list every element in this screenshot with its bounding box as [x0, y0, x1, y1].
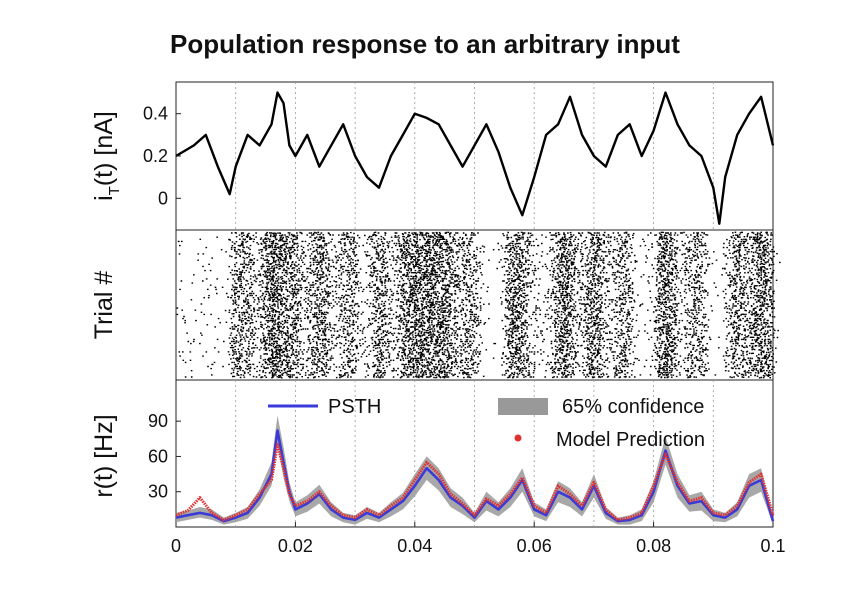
rate-xtick-label: 0.08: [636, 536, 671, 556]
figure-title: Population response to an arbitrary inpu…: [170, 29, 680, 59]
legend-model-swatch: [514, 434, 522, 442]
legend-psth-label: PSTH: [328, 396, 381, 418]
input-ytick-label: 0: [158, 188, 168, 208]
rate-xtick-label: 0.02: [278, 536, 313, 556]
input-current-panel: 0 0.2 0.4 iT(t) [nA]: [90, 81, 775, 231]
rate-ytick-label: 30: [148, 482, 168, 502]
rate-xtick-label: 0.06: [517, 536, 552, 556]
input-current-yticks: 0 0.2 0.4: [143, 104, 181, 208]
input-current-ylabel-rest: (t) [nA]: [90, 111, 118, 186]
rate-ytick-label: 60: [148, 446, 168, 466]
input-current-line: [175, 91, 775, 225]
rate-yticks: 30 60 90: [148, 411, 181, 502]
input-current-ylabel-main: i: [90, 195, 118, 201]
input-current-ylabel: iT(t) [nA]: [90, 111, 123, 201]
input-current-ylabel-sub: T: [106, 186, 123, 195]
model-prediction-line: [175, 443, 775, 522]
raster-spikes: [176, 231, 781, 379]
rate-xtick-label: 0: [171, 536, 181, 556]
legend: PSTH 65% confidence Model Prediction: [268, 396, 705, 451]
raster-ylabel: Trial #: [90, 271, 118, 340]
input-ytick-label: 0.2: [143, 146, 168, 166]
legend-confidence-swatch: [498, 398, 548, 415]
rate-xticks: 0 0.02 0.04 0.06 0.08 0.1: [171, 522, 786, 556]
raster-spike-marks: [176, 231, 781, 379]
raster-panel: Trial #: [90, 229, 781, 381]
rate-xtick-label: 0.04: [397, 536, 432, 556]
psth-line: [175, 429, 775, 523]
legend-model-label: Model Prediction: [556, 429, 705, 451]
legend-confidence-label: 65% confidence: [562, 396, 704, 418]
rate-panel: 30 60 90 0 0.02 0.04 0.06 0.08 0.1 r(t) [Hz] PS…: [90, 379, 786, 556]
rate-ytick-label: 90: [148, 411, 168, 431]
rate-ylabel: r(t) [Hz]: [90, 414, 118, 497]
rate-xtick-label: 0.1: [760, 536, 785, 556]
input-ytick-label: 0.4: [143, 104, 168, 124]
